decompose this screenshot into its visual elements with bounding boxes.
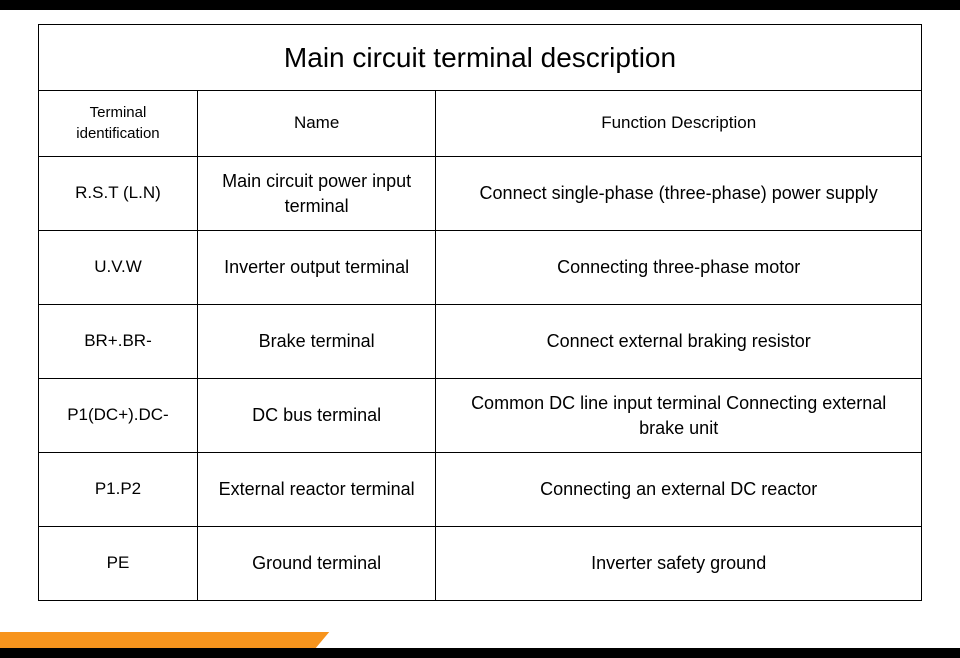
table-container: Main circuit terminal description Termin… — [0, 10, 960, 601]
cell-function: Connect single-phase (three-phase) power… — [436, 157, 922, 231]
cell-terminal: U.V.W — [39, 231, 198, 305]
table-row: U.V.W Inverter output terminal Connectin… — [39, 231, 922, 305]
cell-terminal: P1.P2 — [39, 453, 198, 527]
cell-name: Inverter output terminal — [197, 231, 435, 305]
orange-accent-bar — [0, 632, 329, 654]
terminal-description-table: Main circuit terminal description Termin… — [38, 24, 922, 601]
cell-function: Connect external braking resistor — [436, 305, 922, 379]
column-header-function: Function Description — [436, 91, 922, 157]
column-header-terminal: Terminal identification — [39, 91, 198, 157]
table-header-row: Terminal identification Name Function De… — [39, 91, 922, 157]
table-row: R.S.T (L.N) Main circuit power input ter… — [39, 157, 922, 231]
cell-function: Connecting three-phase motor — [436, 231, 922, 305]
table-row: BR+.BR- Brake terminal Connect external … — [39, 305, 922, 379]
cell-name: Ground terminal — [197, 527, 435, 601]
table-row: P1(DC+).DC- DC bus terminal Common DC li… — [39, 379, 922, 453]
cell-function: Connecting an external DC reactor — [436, 453, 922, 527]
cell-terminal: R.S.T (L.N) — [39, 157, 198, 231]
cell-name: DC bus terminal — [197, 379, 435, 453]
cell-function: Common DC line input terminal Connecting… — [436, 379, 922, 453]
cell-terminal: BR+.BR- — [39, 305, 198, 379]
table-row: PE Ground terminal Inverter safety groun… — [39, 527, 922, 601]
cell-name: External reactor terminal — [197, 453, 435, 527]
cell-name: Brake terminal — [197, 305, 435, 379]
table-title-row: Main circuit terminal description — [39, 25, 922, 91]
table-title: Main circuit terminal description — [39, 25, 922, 91]
bottom-black-bar — [0, 648, 960, 658]
table-row: P1.P2 External reactor terminal Connecti… — [39, 453, 922, 527]
cell-function: Inverter safety ground — [436, 527, 922, 601]
cell-name: Main circuit power input terminal — [197, 157, 435, 231]
bottom-decoration — [0, 618, 960, 658]
column-header-name: Name — [197, 91, 435, 157]
top-black-bar — [0, 0, 960, 10]
cell-terminal: P1(DC+).DC- — [39, 379, 198, 453]
cell-terminal: PE — [39, 527, 198, 601]
